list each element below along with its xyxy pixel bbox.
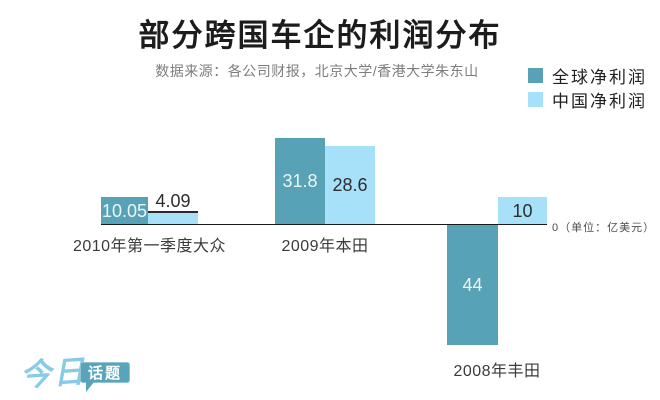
category-label: 2009年本田 — [281, 238, 369, 255]
bar-value-label: 10 — [512, 200, 533, 221]
bar-china: 10 — [498, 197, 547, 224]
bar-value-label: 31.8 — [282, 171, 318, 191]
category-label: 2010年第一季度大众 — [72, 238, 227, 255]
bar-value-label: 28.6 — [332, 175, 368, 195]
axis-unit-label: 0（单位：亿美元） — [552, 222, 656, 234]
legend-item-china: 中国净利润 — [528, 89, 647, 111]
bar-global: 31.8 — [275, 138, 325, 224]
logo-today-topic: 今日 话题 — [18, 348, 198, 398]
chart-title: 部分跨国车企的利润分布 — [138, 18, 502, 53]
zero-axis-line — [101, 224, 547, 225]
category-label: 2008年丰田 — [453, 363, 541, 380]
bar-value-label: 4.09 — [148, 191, 198, 213]
logo-script-text: 今日 — [19, 353, 88, 394]
legend-label-global: 全球净利润 — [552, 67, 647, 87]
legend-swatch-china — [528, 91, 543, 107]
bar-global: 44 — [447, 225, 498, 345]
legend-swatch-global — [528, 67, 543, 83]
logo-badge-tail — [86, 382, 94, 392]
logo-badge: 话题 — [80, 362, 130, 383]
bar-global: 10.05 — [101, 197, 148, 224]
data-source: 数据来源：各公司财报，北京大学/香港大学朱东山 — [155, 63, 479, 79]
legend: 全球净利润 中国净利润 — [528, 65, 647, 113]
bar-value-label: 10.05 — [101, 200, 148, 221]
bar-china — [148, 213, 198, 224]
bar-value-label: 44 — [462, 275, 483, 295]
bar-china: 28.6 — [325, 146, 375, 224]
legend-label-china: 中国净利润 — [552, 91, 647, 111]
legend-item-global: 全球净利润 — [528, 65, 647, 87]
